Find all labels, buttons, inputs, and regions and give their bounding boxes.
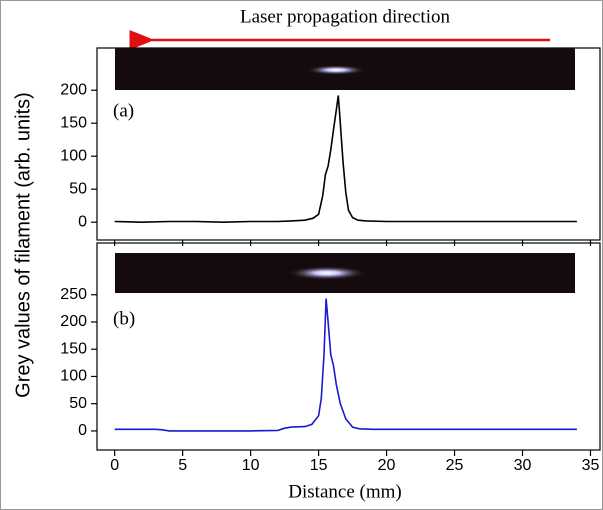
x-tick-label: 15 (310, 457, 328, 474)
y-tick-label: 0 (78, 422, 87, 439)
filament-image (115, 253, 575, 293)
x-tick-label: 10 (242, 457, 260, 474)
y-tick-label: 250 (60, 286, 87, 303)
y-tick-label: 150 (60, 340, 87, 357)
y-tick-label: 200 (60, 313, 87, 330)
y-tick-label: 150 (60, 114, 87, 131)
panel-label: (b) (113, 308, 135, 329)
y-tick-label: 200 (60, 81, 87, 98)
chart-title: Laser propagation direction (240, 6, 450, 27)
y-tick-label: 0 (78, 213, 87, 230)
y-tick-label: 100 (60, 147, 87, 164)
data-line (114, 95, 577, 224)
panel-label: (a) (113, 100, 134, 121)
x-tick-label: 30 (514, 457, 532, 474)
x-tick-label: 20 (378, 457, 396, 474)
y-axis-label: Grey values of filament (arb. units) (12, 92, 34, 398)
y-tick-label: 50 (69, 395, 87, 412)
data-line (114, 298, 577, 432)
x-axis-label: Distance (mm) (288, 481, 401, 502)
x-tick-label: 35 (582, 457, 600, 474)
x-tick-label: 25 (446, 457, 464, 474)
x-tick-label: 5 (178, 457, 187, 474)
y-tick-label: 100 (60, 368, 87, 385)
y-tick-label: 50 (69, 180, 87, 197)
plot-frame (96, 242, 601, 451)
x-tick-label: 0 (110, 457, 119, 474)
filament-image (115, 48, 575, 90)
